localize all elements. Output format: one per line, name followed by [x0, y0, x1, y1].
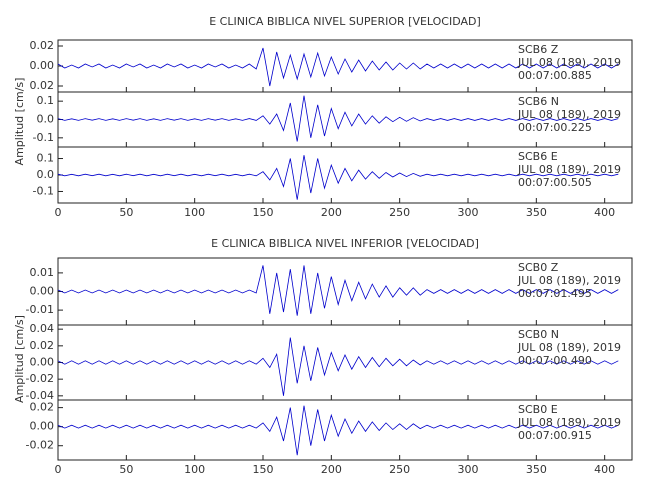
y-tick-label: 0.00 — [30, 356, 55, 369]
x-tick-label: 300 — [458, 206, 479, 219]
y-tick-label: 0.02 — [30, 79, 55, 92]
trace-time: 00:07:00.490 — [518, 354, 592, 367]
trace-station: SCB6 E — [518, 150, 558, 163]
trace-station: SCB0 Z — [518, 261, 559, 274]
x-tick-label: 50 — [119, 206, 133, 219]
trace-time: 00:07:00.915 — [518, 429, 592, 442]
x-tick-label: 350 — [526, 206, 547, 219]
x-tick-label: 350 — [526, 463, 547, 476]
trace-station: SCB6 Z — [518, 43, 559, 56]
trace — [57, 337, 619, 396]
trace — [57, 265, 619, 316]
y-tick-label: -0.02 — [26, 439, 54, 452]
trace-time: 00:07:01.495 — [518, 287, 592, 300]
trace-date: JUL 08 (189), 2019 — [517, 274, 621, 287]
y-tick-label: -0.1 — [33, 184, 54, 197]
y-tick-label: 0.02 — [30, 401, 55, 414]
x-tick-label: 150 — [253, 463, 274, 476]
y-tick-label: 0.0 — [37, 168, 55, 181]
y-tick-label: 0.1 — [37, 152, 55, 165]
x-tick-label: 200 — [321, 463, 342, 476]
trace-date: JUL 08 (189), 2019 — [517, 56, 621, 69]
panel-frame — [57, 399, 633, 461]
chart-title: E CLINICA BIBLICA NIVEL SUPERIOR [VELOCI… — [209, 15, 481, 28]
y-tick-label: 0.0 — [37, 113, 55, 126]
trace — [57, 405, 619, 456]
y-tick-label: -0.04 — [26, 389, 54, 402]
y-tick-label: 0.02 — [30, 339, 55, 352]
x-tick-label: 150 — [253, 206, 274, 219]
x-tick-label: 50 — [119, 463, 133, 476]
trace-date: JUL 08 (189), 2019 — [517, 108, 621, 121]
y-tick-label: 0.00 — [30, 59, 55, 72]
trace-station: SCB0 N — [518, 328, 559, 341]
x-tick-label: 100 — [184, 206, 205, 219]
y-tick-label: 0.02 — [30, 39, 55, 52]
trace — [57, 47, 619, 87]
y-tick-label: 0.00 — [30, 420, 55, 433]
y-axis-label: Amplitud [cm/s] — [13, 78, 26, 166]
y-tick-label: 0.1 — [37, 94, 55, 107]
x-tick-label: 100 — [184, 463, 205, 476]
x-tick-label: 250 — [389, 206, 410, 219]
y-tick-label: 0.04 — [30, 322, 55, 335]
y-tick-label: 0.00 — [30, 285, 55, 298]
trace-date: JUL 08 (189), 2019 — [517, 341, 621, 354]
x-tick-label: 200 — [321, 206, 342, 219]
trace-date: JUL 08 (189), 2019 — [517, 416, 621, 429]
y-tick-label: 0.01 — [30, 266, 55, 279]
x-tick-label: 400 — [594, 206, 615, 219]
trace-time: 00:07:00.505 — [518, 176, 592, 189]
trace-station: SCB6 N — [518, 95, 559, 108]
trace-time: 00:07:00.225 — [518, 121, 592, 134]
trace-date: JUL 08 (189), 2019 — [517, 163, 621, 176]
trace — [57, 95, 619, 142]
x-tick-label: 250 — [389, 463, 410, 476]
trace — [57, 155, 619, 200]
y-tick-label: -0.1 — [33, 131, 54, 144]
x-tick-label: 0 — [55, 463, 62, 476]
y-tick-label: -0.02 — [26, 372, 54, 385]
trace-time: 00:07:00.885 — [518, 69, 592, 82]
trace-station: SCB0 E — [518, 403, 558, 416]
x-tick-label: 400 — [594, 463, 615, 476]
y-axis-label: Amplitud [cm/s] — [13, 315, 26, 403]
chart-title: E CLINICA BIBLICA NIVEL INFERIOR [VELOCI… — [211, 237, 479, 250]
x-tick-label: 300 — [458, 463, 479, 476]
y-tick-label: -0.01 — [26, 303, 54, 316]
x-tick-label: 0 — [55, 206, 62, 219]
